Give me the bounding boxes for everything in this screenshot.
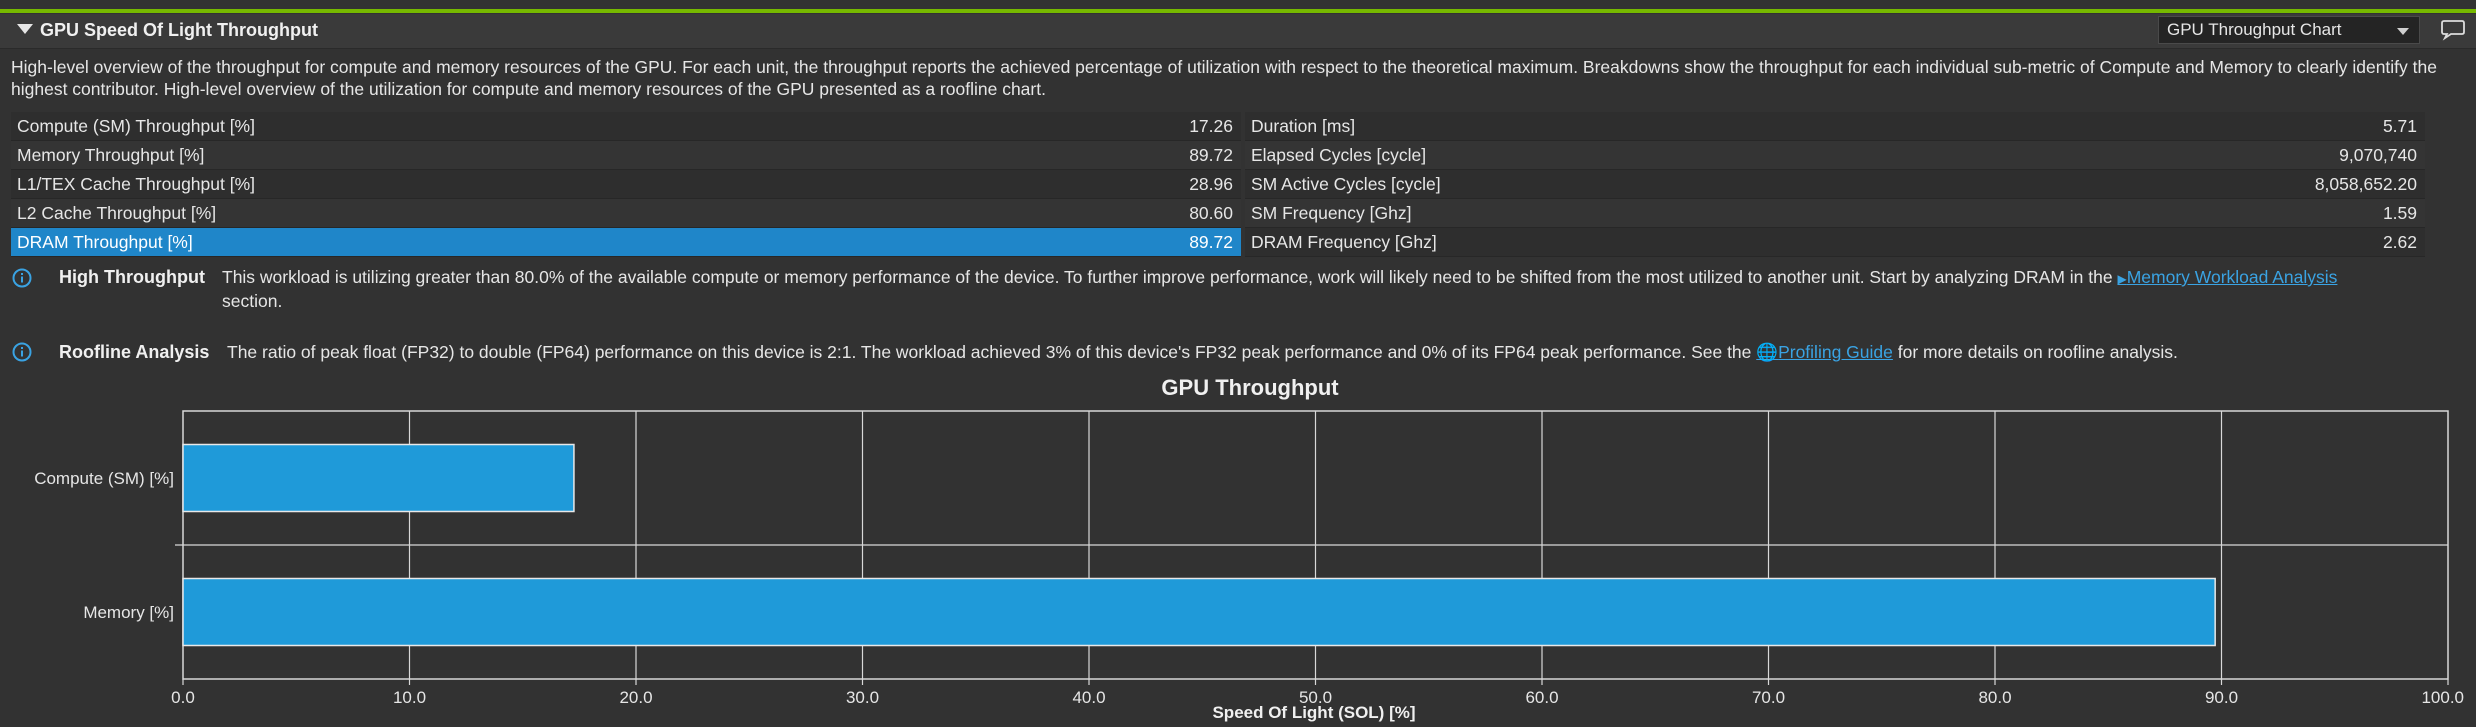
x-tick-label: 20.0 [619, 688, 652, 707]
collapse-arrow-icon[interactable] [17, 24, 33, 34]
comment-icon[interactable] [2440, 17, 2466, 41]
metric-row[interactable]: Elapsed Cycles [cycle] 9,070,740 [1245, 141, 2425, 170]
category-label: Compute (SM) [%] [34, 469, 174, 488]
metric-label: Memory Throughput [%] [17, 145, 205, 165]
x-tick-label: 0.0 [171, 688, 195, 707]
x-tick-label: 100.0 [2421, 688, 2464, 707]
section-title: GPU Speed Of Light Throughput [40, 20, 318, 40]
memory-workload-analysis-link[interactable]: ▶Memory Workload Analysis [2117, 267, 2337, 287]
metric-label: SM Active Cycles [cycle] [1251, 174, 1441, 194]
metric-value: 8,058,652.20 [2314, 174, 2417, 194]
category-label: Memory [%] [83, 603, 174, 622]
metric-label: L2 Cache Throughput [%] [17, 203, 217, 223]
chart-bars [182, 443, 2216, 647]
link-text: Profiling Guide [1778, 342, 1893, 362]
link-text: Memory Workload Analysis [2126, 267, 2338, 287]
x-tick-label: 60.0 [1525, 688, 1558, 707]
section-header[interactable] [0, 14, 2476, 49]
bar [182, 443, 575, 513]
metric-label: SM Frequency [Ghz] [1251, 203, 1412, 223]
chart-category-labels: Compute (SM) [%] Memory [%] [34, 469, 174, 622]
chart-x-ticks: 0.0 10.0 20.0 30.0 40.0 50.0 60.0 70.0 80.0 90.0 1… [171, 679, 2464, 707]
metric-row-selected[interactable]: DRAM Throughput [%] 89.72 [11, 228, 1241, 257]
metric-row[interactable]: DRAM Frequency [Ghz] 2.62 [1245, 228, 2425, 257]
metric-label: DRAM Throughput [%] [17, 232, 193, 252]
metric-row[interactable]: SM Frequency [Ghz] 1.59 [1245, 199, 2425, 228]
metric-label: DRAM Frequency [Ghz] [1251, 232, 1437, 252]
section-accent-line [0, 9, 2476, 13]
metric-value: 80.60 [1189, 203, 1233, 223]
metric-row[interactable]: Memory Throughput [%] 89.72 [11, 141, 1241, 170]
metric-value: 89.72 [1189, 145, 1233, 165]
metrics-table-right: Duration [ms] 5.71 Elapsed Cycles [cycle… [1245, 112, 2425, 257]
metric-value: 1.59 [2382, 203, 2417, 223]
rule-body-roofline: The ratio of peak float (FP32) to double… [227, 341, 2467, 363]
metric-value: 5.71 [2382, 116, 2417, 136]
metric-value: 89.72 [1189, 232, 1233, 252]
link-arrow-icon: ▶ [2117, 272, 2127, 286]
chart-x-axis-label: Speed Of Light (SOL) [%] [1212, 703, 1415, 722]
rule-text: for more details on roofline analysis. [1897, 342, 2178, 362]
x-tick-label: 10.0 [393, 688, 426, 707]
x-tick-label: 40.0 [1072, 688, 1105, 707]
metric-value: 9,070,740 [2339, 145, 2417, 165]
metric-value: 2.62 [2382, 232, 2417, 252]
rule-text: This workload is utilizing greater than … [222, 267, 2113, 287]
rule-title-high-throughput: High Throughput [59, 267, 205, 287]
x-tick-label: 30.0 [846, 688, 879, 707]
chart-title: GPU Throughput [1161, 375, 1339, 400]
metric-label: Compute (SM) Throughput [%] [17, 116, 255, 136]
metric-row[interactable]: L2 Cache Throughput [%] 80.60 [11, 199, 1241, 228]
rule-title-roofline: Roofline Analysis [59, 342, 210, 362]
chevron-down-icon [2397, 28, 2409, 35]
section-description: High-level overview of the throughput fo… [11, 57, 2437, 99]
x-tick-label: 80.0 [1978, 688, 2011, 707]
info-icon [12, 342, 32, 362]
globe-icon: 🌐 [1756, 342, 1779, 362]
x-tick-label: 90.0 [2205, 688, 2238, 707]
x-tick-label: 70.0 [1752, 688, 1785, 707]
x-tick-label: 50.0 [1299, 688, 1332, 707]
profiling-guide-link[interactable]: 🌐Profiling Guide [1756, 342, 1893, 362]
gpu-throughput-chart: GPU Throughput Compute (SM) [%] Memory [%… [34, 375, 2464, 722]
metric-label: Duration [ms] [1251, 116, 1356, 136]
metric-label: L1/TEX Cache Throughput [%] [17, 174, 256, 194]
rule-body-high-throughput: This workload is utilizing greater than … [222, 266, 2462, 312]
metric-value: 17.26 [1189, 116, 1233, 136]
rule-text: section. [222, 291, 283, 311]
chart-select-dropdown[interactable]: GPU Throughput Chart [2158, 16, 2420, 44]
dropdown-selected-value: GPU Throughput Chart [2167, 20, 2342, 39]
bar [182, 577, 2216, 647]
info-icon [12, 268, 32, 288]
rule-text: The ratio of peak float (FP32) to double… [227, 342, 1752, 362]
metric-label: Elapsed Cycles [cycle] [1251, 145, 1427, 165]
metric-row[interactable]: SM Active Cycles [cycle] 8,058,652.20 [1245, 170, 2425, 199]
metrics-table-left: Compute (SM) Throughput [%] 17.26 Memory… [11, 112, 1241, 257]
metric-value: 28.96 [1189, 174, 1233, 194]
metric-row[interactable]: Duration [ms] 5.71 [1245, 112, 2425, 141]
metric-row[interactable]: L1/TEX Cache Throughput [%] 28.96 [11, 170, 1241, 199]
metric-row[interactable]: Compute (SM) Throughput [%] 17.26 [11, 112, 1241, 141]
